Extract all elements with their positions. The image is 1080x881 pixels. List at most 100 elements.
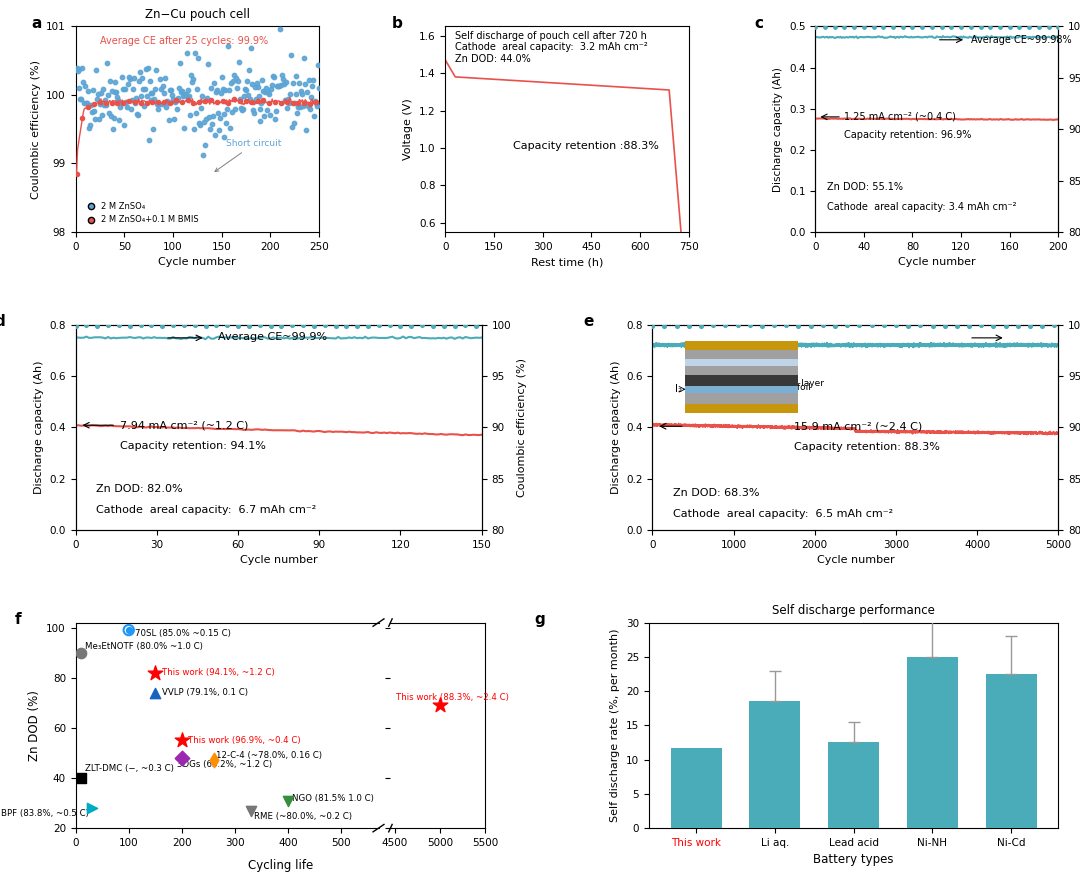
Point [234, 102, 252, 116]
Point [855, 19, 873, 33]
Point [226, 68, 243, 82]
Point [269, 79, 286, 93]
Point [207, 318, 225, 332]
Point [132, 89, 149, 103]
Point [165, 112, 183, 126]
Point [192, 101, 210, 115]
Point [132, 96, 149, 110]
Point [242, 803, 259, 818]
Point [280, 794, 297, 808]
Text: c: c [754, 16, 764, 31]
Y-axis label: Self discharge rate (%, per month): Self discharge rate (%, per month) [610, 629, 620, 822]
Point [936, 319, 954, 333]
Point [214, 94, 231, 108]
Point [778, 318, 795, 332]
Point [284, 318, 301, 332]
Point [272, 78, 289, 93]
Point [221, 122, 239, 136]
Text: Zn DOD: 82.0%: Zn DOD: 82.0% [96, 484, 183, 494]
Point [125, 71, 143, 85]
Text: 3DGs (63.2%, ~1.2 C): 3DGs (63.2%, ~1.2 C) [176, 759, 272, 769]
Point [129, 107, 146, 121]
Point [875, 318, 892, 332]
Point [717, 318, 734, 332]
Point [116, 118, 133, 132]
Point [267, 112, 284, 126]
Point [392, 319, 409, 333]
Point [299, 100, 316, 114]
Point [301, 97, 319, 111]
Point [888, 318, 905, 332]
Point [95, 98, 112, 112]
Point [143, 318, 160, 332]
Point [130, 108, 147, 122]
Point [140, 133, 158, 147]
Point [180, 83, 198, 97]
Point [302, 90, 320, 104]
Point [72, 771, 90, 785]
Point [72, 92, 90, 106]
Point [140, 74, 158, 88]
Point [118, 94, 135, 108]
Point [213, 70, 230, 85]
Point [246, 79, 264, 93]
Point [225, 74, 242, 88]
Point [766, 318, 783, 332]
Point [904, 19, 921, 33]
Text: Average CE after 25 cycles: 99.9%: Average CE after 25 cycles: 99.9% [100, 35, 268, 46]
Point [297, 77, 314, 91]
Point [255, 85, 272, 99]
Point [231, 93, 248, 107]
Point [147, 666, 164, 680]
Point [894, 19, 912, 33]
Point [158, 100, 175, 114]
Text: This work (94.1%, ~1.2 C): This work (94.1%, ~1.2 C) [162, 668, 274, 677]
Point [92, 97, 109, 111]
Point [112, 96, 130, 110]
Point [953, 19, 970, 33]
Point [237, 82, 254, 96]
Point [814, 318, 832, 332]
Point [692, 319, 710, 333]
Point [157, 71, 174, 85]
Point [270, 79, 287, 93]
Point [113, 70, 131, 84]
Point [285, 115, 302, 130]
Point [247, 92, 265, 106]
Point [923, 19, 941, 33]
Point [104, 122, 121, 136]
Point [78, 96, 95, 110]
Text: b: b [392, 16, 403, 31]
Point [933, 19, 950, 33]
Point [327, 319, 345, 333]
Point [816, 19, 834, 33]
Point [138, 96, 156, 110]
Text: Zn DOD: 55.1%: Zn DOD: 55.1% [827, 181, 903, 192]
Point [179, 93, 197, 107]
Point [197, 319, 214, 333]
Point [197, 94, 214, 108]
Point [206, 128, 224, 142]
Point [972, 19, 989, 33]
Point [289, 100, 307, 115]
Point [210, 122, 227, 137]
Point [131, 74, 148, 88]
Point [242, 41, 259, 56]
Text: RME (~80.0%, ~0.2 C): RME (~80.0%, ~0.2 C) [254, 812, 352, 821]
X-axis label: Cycle number: Cycle number [159, 257, 237, 267]
Point [176, 88, 193, 102]
Point [133, 70, 150, 85]
Point [185, 96, 202, 110]
Point [268, 104, 285, 118]
Point [431, 699, 448, 713]
Point [1030, 19, 1048, 33]
Point [217, 83, 234, 97]
Point [424, 319, 442, 333]
Y-axis label: Coulombic efficiency (%): Coulombic efficiency (%) [30, 60, 41, 199]
Point [126, 95, 144, 109]
Point [92, 86, 109, 100]
Point [300, 73, 318, 87]
Point [160, 113, 177, 127]
Point [162, 84, 179, 98]
Point [1011, 19, 1028, 33]
